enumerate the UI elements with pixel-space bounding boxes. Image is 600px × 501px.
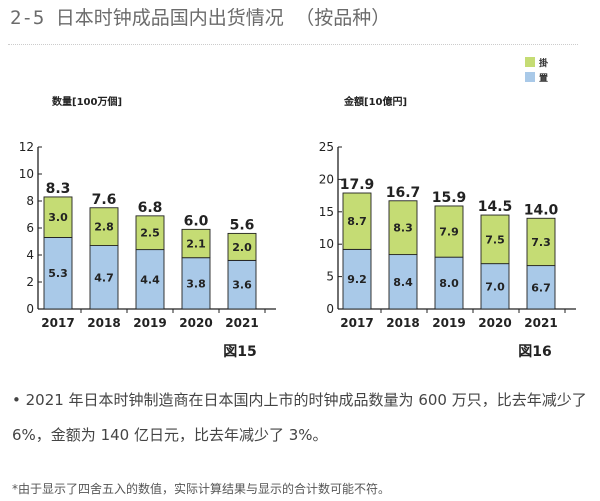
x-tick-label: 2021 <box>225 316 258 330</box>
x-tick-label: 2019 <box>133 316 166 330</box>
bar-segment <box>526 217 556 267</box>
x-tick-label: 2018 <box>87 316 120 330</box>
bar-total-label: 14.0 <box>524 202 559 218</box>
bar-value-label: 5.3 <box>48 267 68 280</box>
legend-swatch <box>525 72 535 82</box>
bar-value-label: 3.0 <box>48 211 68 224</box>
bar-value-label: 8.0 <box>439 277 459 290</box>
bar-segment <box>181 228 211 259</box>
bar-value-label: 8.7 <box>347 215 367 228</box>
bar-value-label: 7.9 <box>439 226 459 239</box>
legend-label: 掛 <box>539 57 549 69</box>
y-tick-label: 0 <box>26 302 34 316</box>
bar-total-label: 15.9 <box>432 190 467 206</box>
y-tick-label: 6 <box>26 221 34 235</box>
bar-value-label: 2.8 <box>94 221 114 234</box>
footnote: *由于显示了四舍五入的数值，实际计算结果与显示的合计数可能不符。 <box>12 482 391 496</box>
bar-total-label: 5.6 <box>230 217 255 233</box>
y-tick-label: 0 <box>326 302 334 316</box>
bar-value-label: 3.8 <box>186 277 206 290</box>
bar-value-label: 7.5 <box>485 233 505 246</box>
bar-segment <box>434 205 464 258</box>
y-tick-label: 10 <box>319 237 334 251</box>
figure-label: 図16 <box>518 344 551 360</box>
x-tick-label: 2018 <box>386 316 419 330</box>
bar-total-label: 17.9 <box>340 177 375 193</box>
legend-swatch <box>525 57 535 67</box>
x-tick-label: 2020 <box>478 316 511 330</box>
x-tick-label: 2020 <box>179 316 212 330</box>
y-tick-label: 20 <box>319 172 334 186</box>
y-axis-title: 金額[10億円] <box>343 95 407 108</box>
bar-total-label: 16.7 <box>386 185 421 201</box>
y-tick-label: 10 <box>19 167 34 181</box>
legend-label: 置 <box>539 73 548 84</box>
page-title: 2-5 日本时钟成品国内出货情况 （按品种） <box>10 7 391 29</box>
bar-segment <box>135 215 165 251</box>
figure-label: 図15 <box>223 344 256 360</box>
y-tick-label: 2 <box>26 275 34 289</box>
bar-value-label: 4.7 <box>94 271 114 284</box>
bar-segment <box>227 232 257 261</box>
bar-segment <box>135 249 165 310</box>
bar-value-label: 3.6 <box>232 279 252 292</box>
x-tick-label: 2021 <box>524 316 557 330</box>
bar-segment <box>388 200 418 256</box>
divider <box>8 44 578 45</box>
bar-value-label: 2.0 <box>232 241 252 254</box>
y-tick-label: 4 <box>26 248 34 262</box>
bar-value-label: 6.7 <box>531 281 551 294</box>
bar-total-label: 8.3 <box>46 181 71 197</box>
y-tick-label: 15 <box>319 205 334 219</box>
summary-text: • 2021 年日本时钟制造商在日本国内上市的时钟成品数量为 600 万只，比去… <box>12 391 587 444</box>
bar-total-label: 6.0 <box>184 213 209 229</box>
y-tick-label: 5 <box>326 270 334 284</box>
bar-total-label: 7.6 <box>92 192 117 208</box>
bar-value-label: 8.3 <box>393 222 413 235</box>
bar-segment <box>388 254 418 310</box>
x-tick-label: 2019 <box>432 316 465 330</box>
bar-value-label: 2.5 <box>140 227 160 240</box>
y-tick-label: 25 <box>319 140 334 154</box>
bar-segment <box>89 245 119 310</box>
bar-value-label: 9.2 <box>347 273 367 286</box>
bar-segment <box>43 236 73 310</box>
bar-segment <box>43 196 73 238</box>
bar-total-label: 6.8 <box>138 200 163 216</box>
bar-value-label: 4.4 <box>140 273 160 286</box>
bar-total-label: 14.5 <box>478 199 513 215</box>
bar-segment <box>227 259 257 310</box>
x-tick-label: 2017 <box>340 316 373 330</box>
bar-segment <box>342 248 372 310</box>
y-tick-label: 12 <box>19 140 34 154</box>
bar-segment <box>342 192 372 250</box>
bar-value-label: 2.1 <box>186 238 206 251</box>
x-tick-label: 2017 <box>41 316 74 330</box>
bar-value-label: 8.4 <box>393 276 413 289</box>
bar-value-label: 7.0 <box>485 280 505 293</box>
bar-segment <box>480 214 510 265</box>
bar-segment <box>89 207 119 246</box>
y-axis-title: 数量[100万個] <box>52 95 122 108</box>
bar-value-label: 7.3 <box>531 236 551 249</box>
y-tick-label: 8 <box>26 194 34 208</box>
